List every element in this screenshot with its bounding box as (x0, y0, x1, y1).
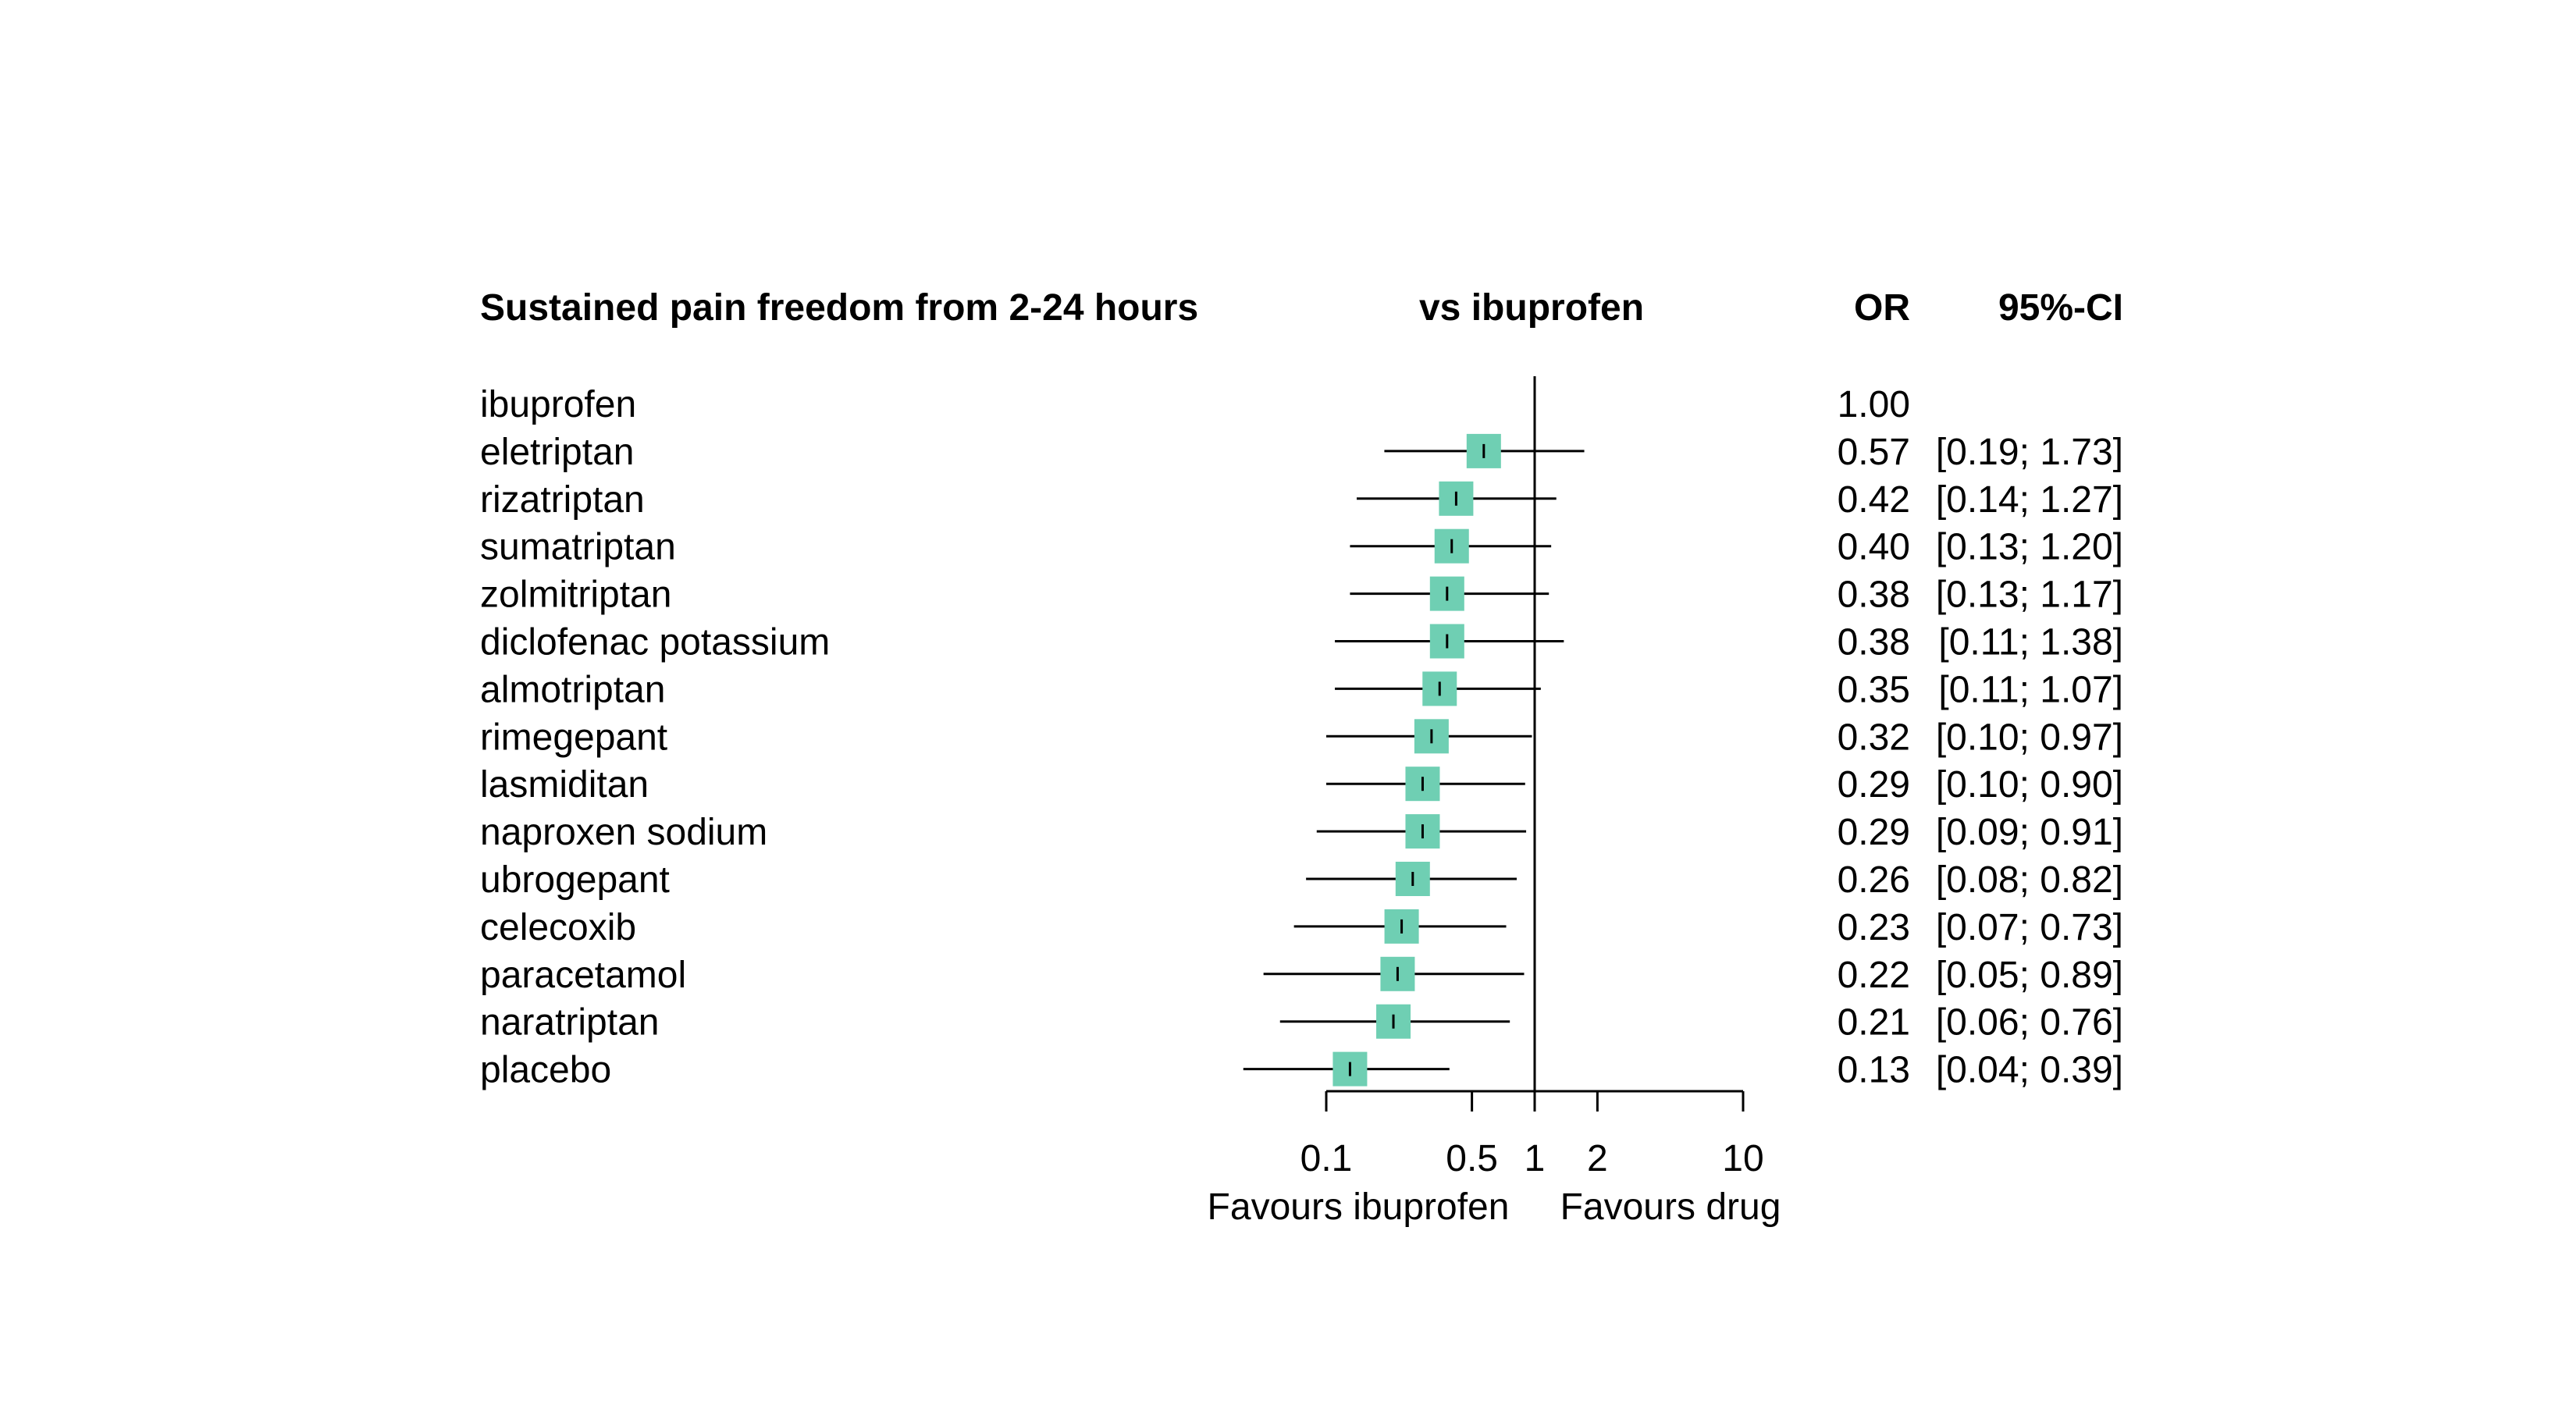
ci-value: [0.11; 1.38] (1938, 622, 2123, 663)
plot-title: Sustained pain freedom from 2-24 hours (480, 287, 1198, 329)
x-tick-label: 2 (1587, 1138, 1608, 1179)
row-label: almotriptan (480, 669, 665, 710)
ci-value: [0.09; 0.91] (1936, 812, 2123, 853)
ci-value: [0.13; 1.17] (1936, 574, 2123, 616)
or-column-header: OR (1854, 287, 1910, 329)
or-value: 0.32 (1838, 717, 1910, 758)
ci-value: [0.07; 0.73] (1936, 907, 2123, 948)
forest-rows: ibuprofen 1.00 eletriptan 0.57 [0.19; 1.73] r… (480, 376, 2123, 1091)
row-label: lasmiditan (480, 764, 649, 806)
or-value: 0.23 (1838, 907, 1910, 948)
row-label: paracetamol (480, 955, 686, 996)
ci-value: [0.05; 0.89] (1936, 955, 2123, 996)
or-value: 0.26 (1838, 859, 1910, 901)
x-axis: 0.1 0.5 1 2 10 (1300, 1090, 1764, 1179)
favours-left-label: Favours ibuprofen (1208, 1186, 1510, 1228)
ci-value: [0.14; 1.27] (1936, 479, 2123, 521)
favours-right-label: Favours drug (1560, 1186, 1781, 1228)
ci-column-header: 95%-CI (1998, 287, 2123, 329)
or-value: 0.21 (1838, 1002, 1910, 1044)
row-label: sumatriptan (480, 527, 676, 568)
ci-value: [0.08; 0.82] (1936, 859, 2123, 901)
ci-value: [0.04; 0.39] (1936, 1050, 2123, 1091)
or-value: 0.38 (1838, 574, 1910, 616)
x-tick-label: 10 (1722, 1138, 1763, 1179)
or-value: 0.38 (1838, 622, 1910, 663)
row-label: ibuprofen (480, 384, 636, 425)
ci-value: [0.10; 0.90] (1936, 764, 2123, 806)
x-tick-label: 0.5 (1446, 1138, 1498, 1179)
row-label: celecoxib (480, 907, 636, 948)
ci-value: [0.06; 0.76] (1936, 1002, 2123, 1044)
or-value: 1.00 (1838, 384, 1910, 425)
or-value: 0.29 (1838, 764, 1910, 806)
or-value: 0.40 (1838, 527, 1910, 568)
or-value: 0.22 (1838, 955, 1910, 996)
x-tick-label: 1 (1525, 1138, 1546, 1179)
row-label: ubrogepant (480, 859, 670, 901)
or-value: 0.35 (1838, 669, 1910, 710)
or-value: 0.13 (1838, 1050, 1910, 1091)
ci-value: [0.10; 0.97] (1936, 717, 2123, 758)
row-label: naratriptan (480, 1002, 659, 1044)
comparison-header: vs ibuprofen (1419, 287, 1644, 329)
or-value: 0.57 (1838, 432, 1910, 473)
ci-value: [0.11; 1.07] (1938, 669, 2123, 710)
ci-value: [0.19; 1.73] (1936, 432, 2123, 473)
row-label: placebo (480, 1050, 611, 1091)
row-label: rimegepant (480, 717, 667, 758)
row-label: naproxen sodium (480, 812, 767, 853)
or-value: 0.29 (1838, 812, 1910, 853)
x-tick-label: 0.1 (1300, 1138, 1353, 1179)
row-label: diclofenac potassium (480, 622, 830, 663)
or-value: 0.42 (1838, 479, 1910, 521)
row-label: zolmitriptan (480, 574, 671, 616)
ci-value: [0.13; 1.20] (1936, 527, 2123, 568)
row-label: eletriptan (480, 432, 634, 473)
row-label: rizatriptan (480, 479, 645, 521)
